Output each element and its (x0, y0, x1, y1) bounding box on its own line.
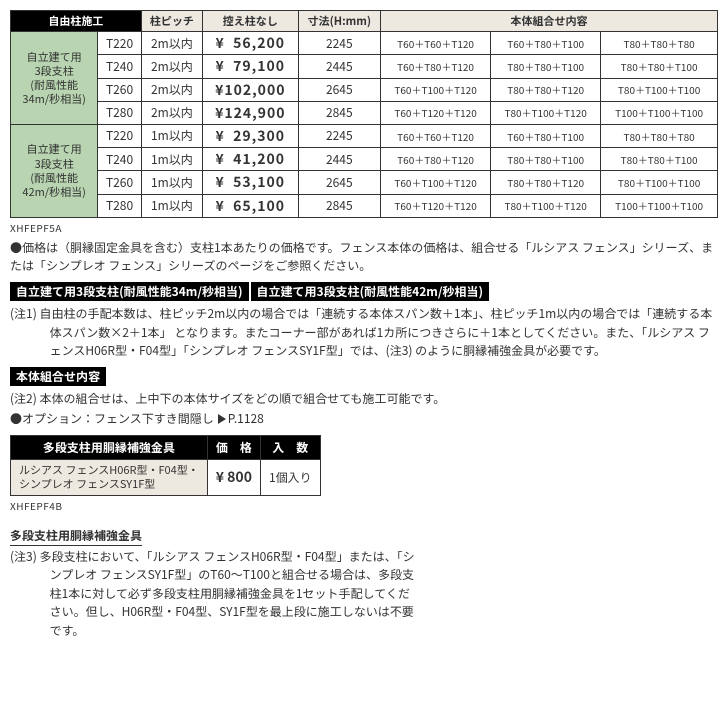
cell-price: ¥ 65,100 (202, 194, 298, 217)
cell-combo: T80＋T80＋T100 (491, 148, 601, 171)
cell-height: 2445 (298, 148, 380, 171)
main-price-table: 自由柱施工 柱ピッチ 控え柱なし 寸法(H:mm) 本体組合せ内容 自立建て用3… (10, 10, 718, 218)
cell-combo: T60＋T60＋T120 (381, 32, 491, 55)
cell-price: ¥ 29,300 (202, 125, 298, 148)
cell-price: ¥ 79,100 (202, 55, 298, 78)
cell-height: 2645 (298, 171, 380, 194)
cell-model: T280 (98, 194, 142, 217)
small-h1: 多段支柱用胴縁補強金具 (11, 435, 208, 459)
small-qty: 1個入り (260, 459, 320, 495)
cell-combo: T100＋T100＋T100 (601, 194, 718, 217)
cell-height: 2645 (298, 78, 380, 101)
cell-combo: T80＋T80＋T100 (601, 148, 718, 171)
cell-combo: T80＋T100＋T100 (601, 78, 718, 101)
code1: XHFEPF5A (10, 220, 718, 235)
cell-combo: T60＋T120＋T120 (381, 101, 491, 124)
cell-combo: T80＋T80＋T120 (491, 171, 601, 194)
row-group-label: 自立建て用3段支柱(耐風性能34m/秒相当) (11, 32, 98, 125)
arrow-icon (218, 414, 226, 424)
cell-combo: T60＋T120＋T120 (381, 194, 491, 217)
cell-combo: T80＋T80＋T80 (601, 32, 718, 55)
small-price: ¥ 800 (207, 459, 260, 495)
col-nopost: 控え柱なし (202, 11, 298, 32)
cell-combo: T60＋T80＋T100 (491, 125, 601, 148)
option-page: P.1128 (228, 410, 264, 427)
cell-model: T260 (98, 78, 142, 101)
cell-combo: T60＋T80＋T120 (381, 55, 491, 78)
cell-height: 2845 (298, 101, 380, 124)
cell-combo: T60＋T100＋T120 (381, 78, 491, 101)
cell-combo: T80＋T80＋T80 (601, 125, 718, 148)
sect3-heading: 多段支柱用胴縁補強金具 (10, 527, 142, 546)
tag-combo: 本体組合せ内容 (10, 367, 106, 386)
tag-42m: 自立建て用3段支柱(耐風性能42m/秒相当) (251, 282, 490, 301)
cell-pitch: 1m以内 (141, 148, 202, 171)
cell-pitch: 1m以内 (141, 125, 202, 148)
note3: (注3) 多段支柱において、「ルシアス フェンスH06R型・F04型」または、「… (10, 548, 420, 641)
cell-combo: T80＋T80＋T100 (491, 55, 601, 78)
cell-combo: T60＋T60＋T120 (381, 125, 491, 148)
cell-price: ¥102,000 (202, 78, 298, 101)
cell-price: ¥ 41,200 (202, 148, 298, 171)
cell-pitch: 1m以内 (141, 171, 202, 194)
cell-height: 2445 (298, 55, 380, 78)
cell-model: T260 (98, 171, 142, 194)
cell-price: ¥ 53,100 (202, 171, 298, 194)
cell-model: T240 (98, 55, 142, 78)
col-dim: 寸法(H:mm) (298, 11, 380, 32)
cell-combo: T80＋T100＋T120 (491, 194, 601, 217)
cell-height: 2845 (298, 194, 380, 217)
cell-combo: T80＋T100＋T120 (491, 101, 601, 124)
note2: (注2) 本体の組合せは、上中下の本体サイズをどの順で組合せても施工可能です。 (10, 390, 718, 409)
col-construction: 自由柱施工 (11, 11, 142, 32)
cell-pitch: 1m以内 (141, 194, 202, 217)
cell-price: ¥ 56,200 (202, 32, 298, 55)
cell-pitch: 2m以内 (141, 101, 202, 124)
cell-combo: T80＋T80＋T120 (491, 78, 601, 101)
col-combo: 本体組合せ内容 (381, 11, 718, 32)
cell-combo: T60＋T100＋T120 (381, 171, 491, 194)
cell-combo: T80＋T80＋T100 (601, 55, 718, 78)
cell-combo: T100＋T100＋T100 (601, 101, 718, 124)
cell-height: 2245 (298, 32, 380, 55)
code2: XHFEPF4B (10, 498, 718, 513)
tag-34m: 自立建て用3段支柱(耐風性能34m/秒相当) (10, 282, 249, 301)
main-table-head: 自由柱施工 柱ピッチ 控え柱なし 寸法(H:mm) 本体組合せ内容 (11, 11, 718, 32)
cell-combo: T60＋T80＋T100 (491, 32, 601, 55)
cell-model: T240 (98, 148, 142, 171)
reinforce-table: 多段支柱用胴縁補強金具 価 格 入 数 ルシアス フェンスH06R型・F04型・… (10, 435, 321, 496)
cell-pitch: 2m以内 (141, 78, 202, 101)
row-group-label: 自立建て用3段支柱(耐風性能42m/秒相当) (11, 125, 98, 218)
cell-height: 2245 (298, 125, 380, 148)
cell-combo: T60＋T80＋T120 (381, 148, 491, 171)
small-h2: 価 格 (207, 435, 260, 459)
cell-model: T220 (98, 32, 142, 55)
cell-model: T280 (98, 101, 142, 124)
option-line: ●オプション：フェンス下すき間隠し P.1128 (10, 410, 718, 429)
col-pitch: 柱ピッチ (141, 11, 202, 32)
cell-pitch: 2m以内 (141, 55, 202, 78)
cell-model: T220 (98, 125, 142, 148)
small-h3: 入 数 (260, 435, 320, 459)
cell-pitch: 2m以内 (141, 32, 202, 55)
para-price-note: ●価格は（胴縁固定金具を含む）支柱1本あたりの価格です。フェンス本体の価格は、組… (10, 239, 718, 276)
cell-combo: T80＋T100＋T100 (601, 171, 718, 194)
cell-price: ¥124,900 (202, 101, 298, 124)
option-label: ●オプション：フェンス下すき間隠し (10, 410, 214, 427)
note1: (注1) 自由柱の手配本数は、柱ピッチ2m以内の場合では「連続する本体スパン数＋… (10, 305, 718, 361)
small-rowlabel: ルシアス フェンスH06R型・F04型・シンプレオ フェンスSY1F型 (11, 459, 208, 495)
